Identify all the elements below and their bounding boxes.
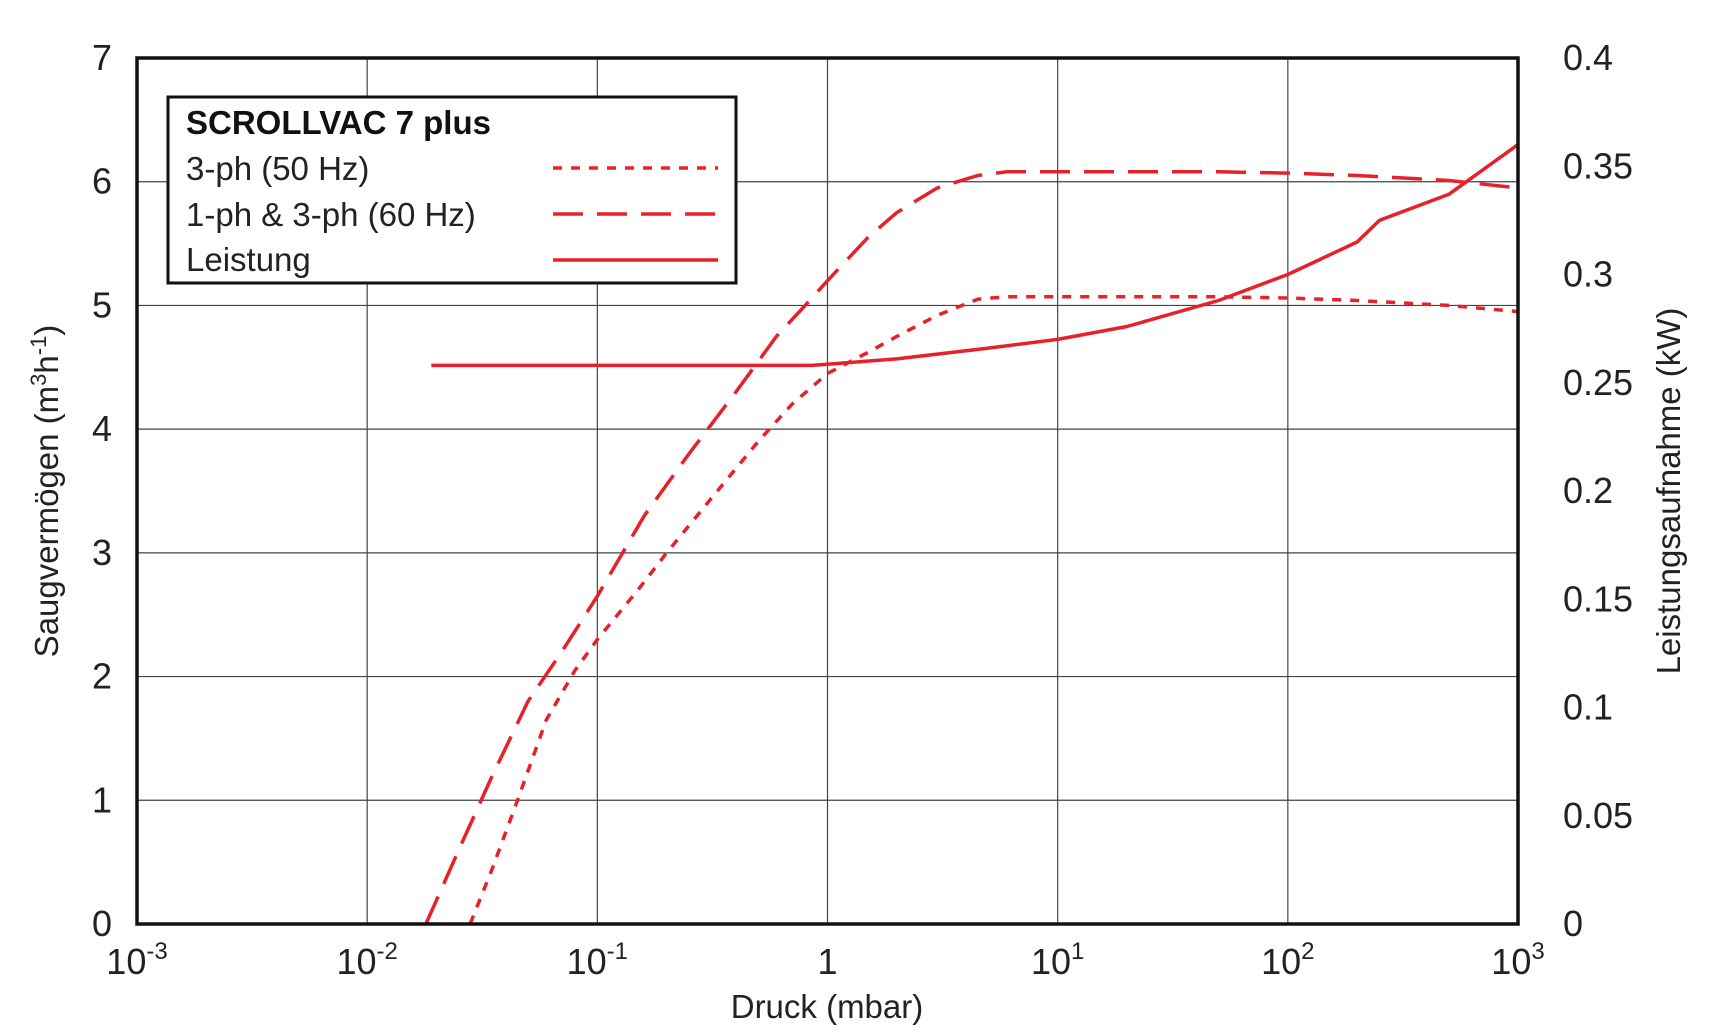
x-tick-label-exp: 1	[1071, 938, 1084, 965]
series-line-leistung	[431, 143, 1518, 368]
legend-title: SCROLLVAC 7 plus	[186, 104, 491, 141]
x-tick-label-base: 10	[1261, 941, 1301, 982]
y-right-tick-label: 0.25	[1563, 362, 1633, 403]
y-left-tick-label: 5	[92, 284, 112, 325]
y-right-tick-label: 0.3	[1563, 254, 1613, 295]
x-axis-title: Druck (mbar)	[731, 988, 924, 1025]
y-right-tick-label: 0.35	[1563, 145, 1633, 186]
x-tick-label-exp: -3	[146, 938, 167, 965]
legend-box	[166, 95, 738, 285]
x-tick-label: 103	[1491, 938, 1544, 982]
y-right-tick-label: 0.4	[1563, 37, 1613, 78]
x-tick-label-exp: 2	[1301, 938, 1314, 965]
x-tick-label-base: 1	[817, 941, 837, 982]
y-right-tick-label: 0.15	[1563, 578, 1633, 619]
legend-label-1ph-3ph-60hz: 1-ph & 3-ph (60 Hz)	[186, 196, 476, 233]
y-left-tick-label: 3	[92, 532, 112, 573]
x-tick-label: 10-3	[106, 938, 167, 982]
y-left-axis-title-end: )	[28, 325, 65, 336]
x-tick-label: 1	[817, 941, 837, 982]
y-left-axis-title-sup1: 3	[26, 374, 51, 386]
legend: SCROLLVAC 7 plus 3-ph (50 Hz) 1-ph & 3-p…	[166, 95, 738, 285]
y-left-axis-title-sup2: -1	[26, 336, 51, 356]
y-right-tick-label: 0.1	[1563, 687, 1613, 728]
x-tick-label-exp: 3	[1531, 938, 1544, 965]
legend-label-leistung: Leistung	[186, 241, 311, 278]
y-left-tick-labels: 0 1 2 3 4 5 6 7	[92, 37, 112, 944]
x-tick-label: 10-1	[567, 938, 628, 982]
x-tick-labels: 10-3 10-2 10-1 1 101 102 103	[106, 938, 1544, 982]
series-group	[424, 143, 1518, 924]
y-right-tick-label: 0.2	[1563, 470, 1613, 511]
x-tick-label: 102	[1261, 938, 1314, 982]
grid	[136, 57, 1519, 925]
legend-label-3ph-50hz: 3-ph (50 Hz)	[186, 150, 369, 187]
x-tick-label-exp: -1	[607, 938, 628, 965]
plot-frame	[135, 56, 1520, 926]
y-left-tick-label: 6	[92, 161, 112, 202]
y-left-tick-label: 7	[92, 37, 112, 78]
y-left-tick-label: 1	[92, 779, 112, 820]
x-tick-label-exp: -2	[377, 938, 398, 965]
y-right-tick-labels: 0 0.05 0.1 0.15 0.2 0.25 0.3 0.35 0.4	[1563, 37, 1633, 944]
x-tick-label-base: 10	[1031, 941, 1071, 982]
y-left-axis-title: Saugvermögen (m3h-1)	[26, 325, 65, 658]
y-right-tick-label: 0	[1563, 903, 1583, 944]
y-left-axis-title-main: Saugvermögen (m	[28, 386, 65, 657]
series-line-3ph-50hz	[468, 295, 1518, 924]
x-tick-label-base: 10	[567, 941, 607, 982]
x-tick-label: 10-2	[336, 938, 397, 982]
y-right-tick-label: 0.05	[1563, 795, 1633, 836]
series-line-1ph-3ph-60hz	[424, 170, 1518, 924]
y-left-tick-label: 4	[92, 408, 112, 449]
x-tick-label: 101	[1031, 938, 1084, 982]
x-tick-label-base: 10	[106, 941, 146, 982]
x-tick-label-base: 10	[1491, 941, 1531, 982]
y-right-axis-title: Leistungsaufnahme (kW)	[1650, 308, 1687, 675]
x-tick-label-base: 10	[336, 941, 376, 982]
y-left-tick-label: 0	[92, 903, 112, 944]
y-left-axis-title-mid: h	[28, 355, 65, 373]
y-left-tick-label: 2	[92, 656, 112, 697]
